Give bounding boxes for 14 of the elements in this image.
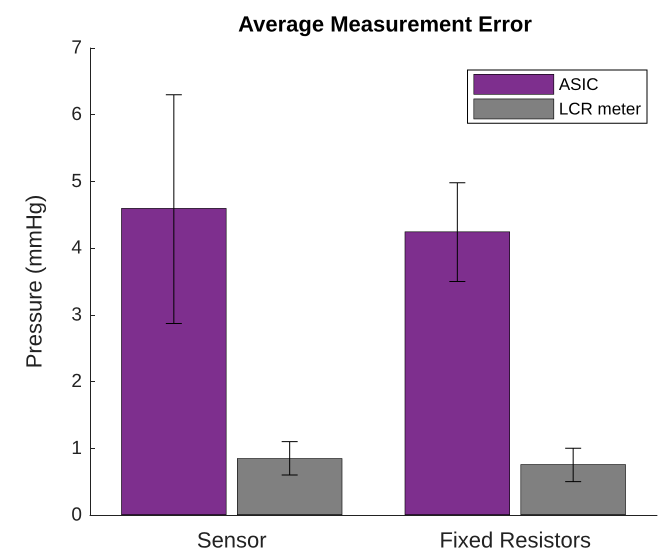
- y-tick-label: 0: [71, 504, 82, 526]
- y-tick-label: 5: [71, 170, 82, 192]
- x-tick-label: Fixed Resistors: [439, 528, 592, 552]
- y-tick-label: 4: [71, 238, 82, 259]
- y-tick-label: 6: [71, 104, 82, 126]
- y-tick-label: 2: [71, 371, 82, 392]
- y-tick-label: 7: [71, 38, 82, 58]
- y-tick-label: 3: [71, 304, 82, 326]
- y-axis-title: Pressure (mmHg): [22, 194, 46, 368]
- chart-title: Average Measurement Error: [238, 12, 532, 36]
- x-tick-label: Sensor: [196, 528, 267, 552]
- legend-label: ASIC: [558, 74, 598, 94]
- y-tick-label: 1: [71, 438, 82, 459]
- legend-label: LCR meter: [558, 99, 642, 118]
